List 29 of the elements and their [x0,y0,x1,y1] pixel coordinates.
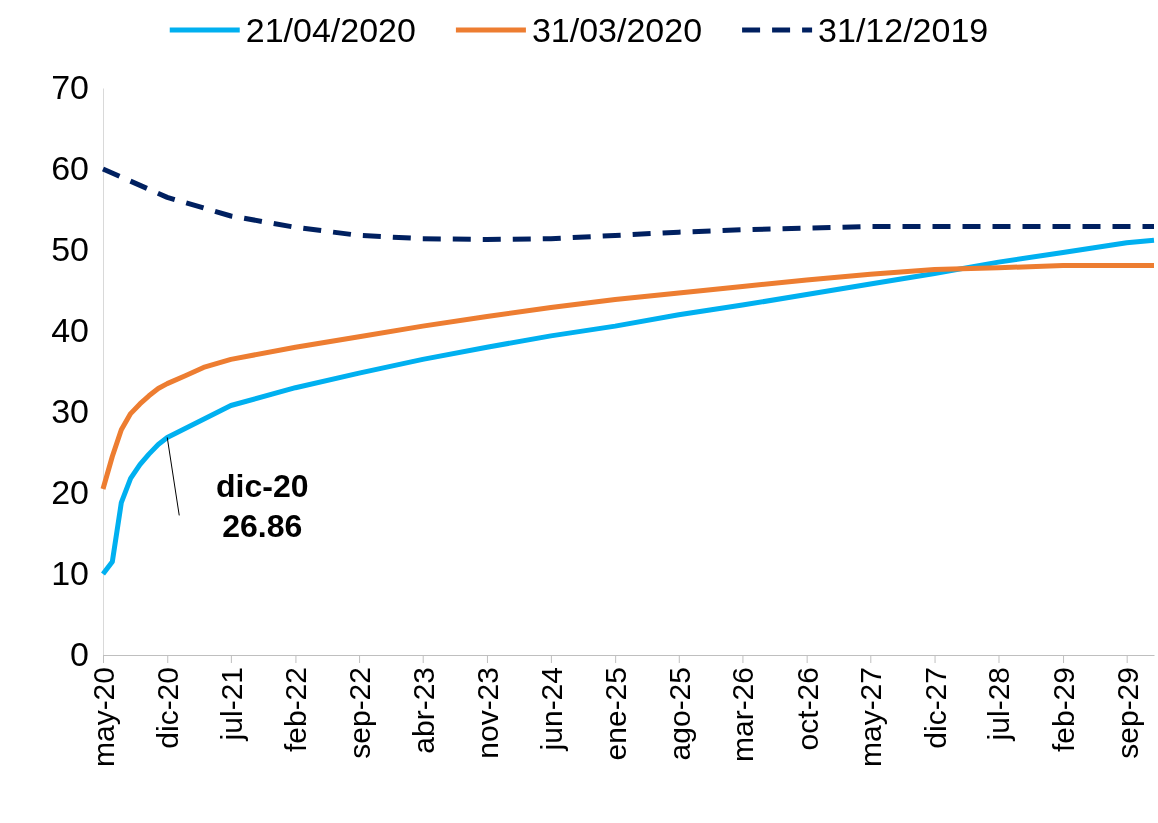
y-tick-label: 30 [51,392,89,431]
annotation: dic-20 26.86 [216,468,309,545]
x-tick-label: may-20 [87,667,120,768]
x-tick-label: ago-25 [662,667,696,761]
x-tick-label: sep-22 [343,667,377,759]
x-tick-label: abr-23 [406,667,440,754]
x-tick-label: jun-24 [534,667,568,752]
y-tick-label: 0 [70,635,89,674]
x-tick-label: oct-26 [790,667,824,751]
x-tick-label: feb-22 [279,667,313,753]
y-tick-label: 40 [51,311,89,350]
x-tick-label: nov-23 [470,667,504,759]
y-tick-label: 70 [51,68,89,107]
x-tick-label: dic-20 [151,667,185,749]
legend-label: 21/04/2020 [245,10,416,49]
x-tick-label: sep-29 [1110,667,1144,759]
x-tick-label: dic-27 [918,667,952,749]
x-tick-label: mar-26 [726,667,760,763]
x-tick-label: jul-21 [214,667,248,742]
y-tick-label: 60 [51,149,89,188]
legend-label: 31/03/2020 [531,10,703,49]
x-tick-label: jul-28 [982,667,1016,742]
y-tick-label: 10 [51,554,89,593]
y-tick-label: 20 [51,473,89,512]
x-tick-label: may-27 [854,667,888,768]
x-tick-label: ene-25 [599,667,633,761]
y-tick-label: 50 [51,230,89,269]
x-tick-label: feb-29 [1047,667,1081,753]
legend-label: 31/12/2019 [818,10,989,49]
